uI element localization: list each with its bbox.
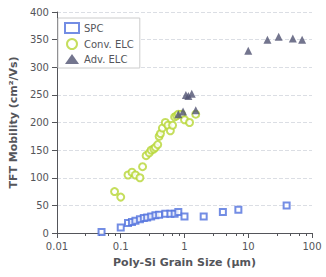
svg-text:150: 150 bbox=[30, 145, 49, 156]
svg-text:50: 50 bbox=[36, 200, 49, 211]
svg-text:SPC: SPC bbox=[84, 23, 103, 34]
svg-text:Poly-Si Grain Size (μm): Poly-Si Grain Size (μm) bbox=[113, 256, 256, 269]
svg-text:0.1: 0.1 bbox=[113, 241, 129, 252]
svg-text:Conv. ELC: Conv. ELC bbox=[84, 39, 134, 50]
svg-text:100: 100 bbox=[30, 172, 49, 183]
svg-text:Adv. ELC: Adv. ELC bbox=[84, 54, 127, 65]
svg-text:0: 0 bbox=[43, 228, 49, 239]
svg-text:350: 350 bbox=[30, 34, 49, 45]
svg-text:TFT Mobility (cm²/Vs): TFT Mobility (cm²/Vs) bbox=[7, 56, 20, 188]
svg-text:0.01: 0.01 bbox=[46, 241, 68, 252]
svg-text:400: 400 bbox=[30, 7, 49, 18]
svg-text:100: 100 bbox=[302, 241, 321, 252]
svg-text:250: 250 bbox=[30, 89, 49, 100]
svg-text:1: 1 bbox=[181, 241, 187, 252]
svg-text:10: 10 bbox=[242, 241, 255, 252]
svg-text:300: 300 bbox=[30, 62, 49, 73]
svg-text:200: 200 bbox=[30, 117, 49, 128]
